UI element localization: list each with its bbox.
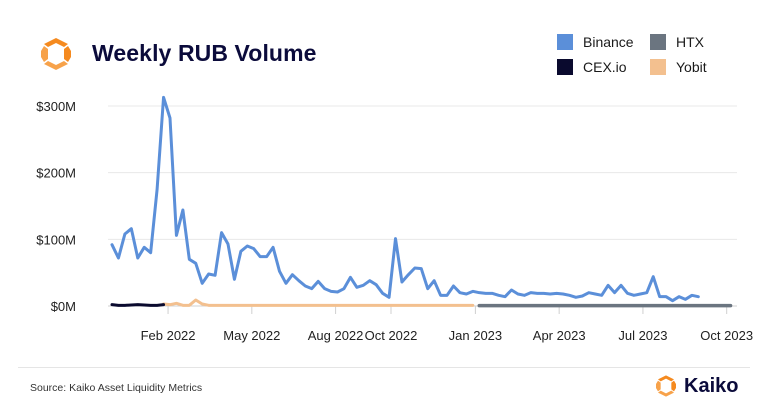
series-line-cexio	[110, 303, 166, 307]
x-tick-label: Feb 2022	[141, 328, 196, 343]
x-tick-label: Jul 2023	[618, 328, 667, 343]
x-axis-ticks: Feb 2022 May 2022 Aug 2022 Oct 2022 Jan 2023…	[141, 306, 753, 343]
legend-item-yobit: Yobit	[650, 59, 707, 75]
legend-item-cexio: CEX.io	[557, 59, 627, 75]
x-tick-label: Jan 2023	[449, 328, 503, 343]
y-tick-label: $100M	[36, 232, 76, 247]
legend-label: Yobit	[676, 59, 707, 75]
brand-name: Kaiko	[684, 374, 739, 397]
legend-item-binance: Binance	[557, 34, 634, 50]
series-line-yobit	[162, 298, 475, 307]
legend-label: Binance	[583, 34, 634, 50]
chart-title: Weekly RUB Volume	[92, 40, 317, 66]
footer-divider	[18, 367, 750, 368]
series-lines	[110, 95, 733, 308]
y-tick-label: $200M	[36, 166, 76, 181]
x-tick-label: Aug 2022	[308, 328, 364, 343]
kaiko-logo-icon	[656, 375, 676, 397]
legend-item-htx: HTX	[650, 34, 704, 50]
legend-swatch	[557, 34, 573, 50]
footer-brand: Kaiko	[654, 374, 738, 398]
x-tick-label: Apr 2023	[533, 328, 586, 343]
series-line-binance	[110, 95, 700, 303]
legend-label: HTX	[676, 34, 704, 50]
x-tick-label: May 2022	[223, 328, 280, 343]
y-tick-label: $300M	[36, 99, 76, 114]
y-axis-ticks: $0M $100M $200M $300M	[36, 99, 76, 314]
legend-label: CEX.io	[583, 59, 627, 75]
source-note: Source: Kaiko Asset Liquidity Metrics	[30, 382, 203, 394]
x-tick-label: Oct 2022	[365, 328, 418, 343]
x-tick-label: Oct 2023	[700, 328, 753, 343]
legend-swatch	[557, 59, 573, 75]
legend-swatch	[650, 34, 666, 50]
y-tick-label: $0M	[51, 299, 76, 314]
kaiko-logo-icon	[41, 38, 71, 70]
legend-swatch	[650, 59, 666, 75]
